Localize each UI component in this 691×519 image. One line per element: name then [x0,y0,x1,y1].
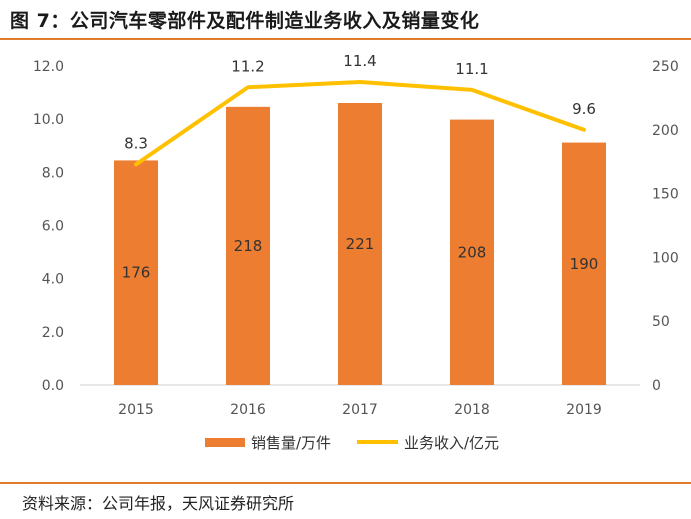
line-data-label: 11.2 [231,57,264,75]
y-right-tick-label: 50 [652,314,670,330]
x-tick-label: 2016 [230,402,266,418]
x-axis-ticks: 2015 2016 2017 2018 2019 [118,402,602,418]
source-note: 资料来源：公司年报，天风证券研究所 [22,490,294,514]
bar-line-chart: 0.0 2.0 4.0 6.0 8.0 10.0 12.0 0 50 100 150 200 250 1… [0,0,691,480]
y-right-tick-label: 100 [652,250,679,266]
y-right-tick-label: 150 [652,187,679,203]
x-tick-label: 2018 [454,402,490,418]
legend: 销售量/万件 业务收入/亿元 [205,434,499,452]
legend-label-bar: 销售量/万件 [251,434,331,452]
line-data-label: 11.4 [343,52,376,70]
line-data-label: 11.1 [455,60,488,78]
bar-data-label: 218 [234,237,263,255]
x-tick-label: 2017 [342,402,378,418]
y-right-tick-label: 250 [652,59,679,75]
y-left-tick-label: 4.0 [42,272,64,288]
y-left-tick-label: 10.0 [33,112,64,128]
y-left-tick-label: 12.0 [33,59,64,75]
bar-data-label: 176 [122,264,151,282]
y-left-tick-label: 2.0 [42,325,64,341]
y-left-tick-label: 0.0 [42,378,64,394]
y-left-tick-label: 6.0 [42,219,64,235]
x-tick-label: 2015 [118,402,154,418]
line-data-label: 8.3 [124,134,148,152]
line-data-label: 9.6 [572,100,596,118]
legend-swatch-bar [205,438,245,447]
y-right-tick-label: 200 [652,123,679,139]
legend-label-line: 业务收入/亿元 [404,434,499,452]
x-tick-label: 2019 [566,402,602,418]
bar-data-label: 190 [570,255,599,273]
y-right-tick-label: 0 [652,378,661,394]
bar-data-label: 221 [346,235,375,253]
source-divider [0,482,691,484]
y-left-tick-label: 8.0 [42,165,64,181]
bar-data-label: 208 [458,243,487,261]
